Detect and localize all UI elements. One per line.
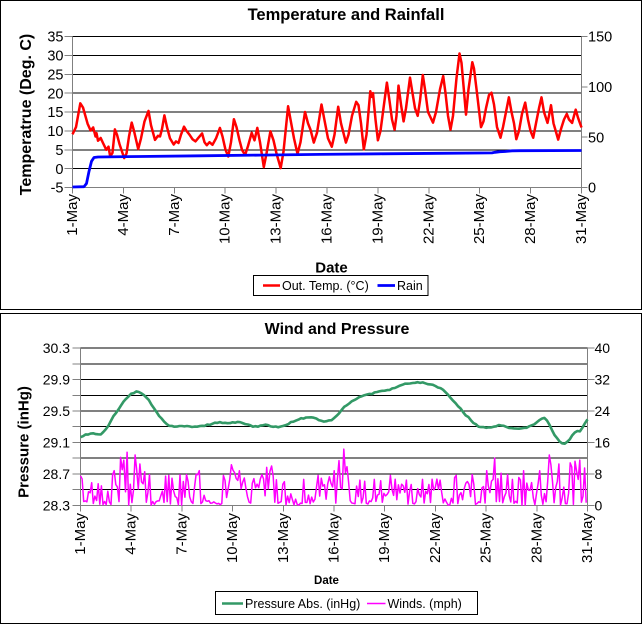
svg-text:50: 50	[588, 130, 604, 146]
svg-text:Temperature and Rainfall: Temperature and Rainfall	[248, 6, 445, 24]
svg-text:28-May: 28-May	[528, 513, 545, 564]
svg-text:22-May: 22-May	[420, 194, 437, 245]
svg-text:25-May: 25-May	[471, 194, 488, 245]
svg-text:10: 10	[47, 124, 63, 140]
svg-text:20: 20	[47, 86, 63, 102]
svg-text:0: 0	[55, 162, 63, 178]
svg-text:4-May: 4-May	[123, 513, 140, 555]
svg-text:Out. Temp. (°C): Out. Temp. (°C)	[282, 279, 369, 293]
svg-text:1-May: 1-May	[72, 513, 89, 555]
svg-text:16: 16	[595, 434, 611, 450]
svg-text:29.1: 29.1	[43, 434, 70, 450]
svg-text:100: 100	[588, 80, 612, 96]
svg-text:19-May: 19-May	[369, 194, 386, 245]
svg-text:30: 30	[47, 49, 63, 65]
svg-text:25-May: 25-May	[478, 513, 495, 564]
svg-text:29.5: 29.5	[43, 403, 70, 419]
svg-text:4-May: 4-May	[115, 194, 132, 236]
svg-text:Rain: Rain	[397, 279, 423, 293]
svg-text:40: 40	[595, 340, 611, 356]
svg-text:1-May: 1-May	[64, 194, 81, 236]
svg-text:15: 15	[47, 105, 63, 121]
svg-text:0: 0	[588, 181, 596, 197]
svg-text:150: 150	[588, 30, 612, 46]
svg-text:25: 25	[47, 68, 63, 84]
svg-text:28.3: 28.3	[43, 497, 70, 513]
svg-text:10-May: 10-May	[217, 194, 234, 245]
svg-text:19-May: 19-May	[376, 513, 393, 564]
svg-text:-5: -5	[51, 181, 64, 197]
svg-text:Winds. (mph): Winds. (mph)	[388, 597, 462, 611]
svg-text:24: 24	[595, 403, 611, 419]
svg-text:29.9: 29.9	[43, 372, 70, 388]
svg-text:13-May: 13-May	[268, 194, 285, 245]
svg-text:8: 8	[595, 466, 603, 482]
svg-text:Pressure (inHg): Pressure (inHg)	[16, 386, 33, 498]
svg-text:10-May: 10-May	[224, 513, 241, 564]
svg-text:16-May: 16-May	[326, 513, 343, 564]
svg-text:30.3: 30.3	[43, 340, 70, 356]
svg-text:31-May: 31-May	[579, 513, 596, 564]
svg-text:0: 0	[595, 497, 603, 513]
svg-text:31-May: 31-May	[573, 194, 590, 245]
svg-text:Date: Date	[314, 575, 339, 587]
svg-text:16-May: 16-May	[319, 194, 336, 245]
svg-text:Temperatrue (Deg. C): Temperatrue (Deg. C)	[18, 34, 35, 196]
svg-text:28.7: 28.7	[43, 466, 70, 482]
svg-text:Wind and Pressure: Wind and Pressure	[265, 321, 410, 338]
svg-text:5: 5	[55, 143, 63, 159]
svg-text:Pressure Abs. (inHg): Pressure Abs. (inHg)	[245, 597, 360, 611]
svg-text:7-May: 7-May	[166, 194, 183, 236]
svg-text:13-May: 13-May	[275, 513, 292, 564]
svg-text:22-May: 22-May	[427, 513, 444, 564]
svg-text:35: 35	[47, 30, 63, 46]
svg-text:28-May: 28-May	[522, 194, 539, 245]
svg-text:Date: Date	[315, 260, 348, 277]
svg-text:7-May: 7-May	[173, 513, 190, 555]
svg-text:32: 32	[595, 372, 611, 388]
